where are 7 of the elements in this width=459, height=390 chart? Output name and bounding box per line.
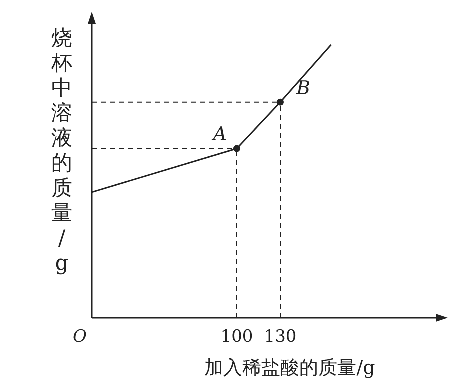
x-tick-label: O	[73, 327, 88, 347]
x-tick-label: 130	[264, 327, 297, 347]
text: 烧杯中溶液的质量/g	[52, 26, 72, 275]
x-tick-label: 100	[220, 327, 254, 347]
annotation: A	[211, 124, 227, 146]
annotation: B	[296, 77, 310, 100]
x-axis-title: 加入稀盐酸的质量/g	[204, 357, 376, 379]
